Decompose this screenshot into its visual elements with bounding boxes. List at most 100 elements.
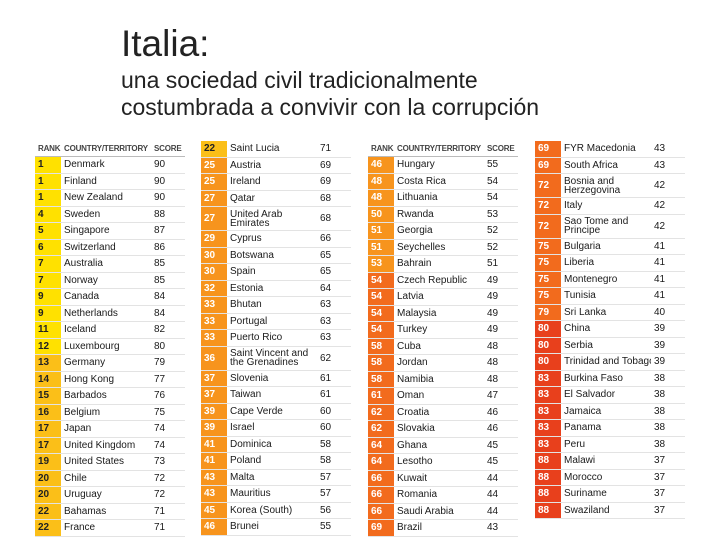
- table-row: 43 Malta 57: [201, 469, 351, 486]
- table-row: 25 Austria 69: [201, 157, 351, 174]
- score-cell: 42: [651, 214, 685, 239]
- score-cell: 71: [151, 519, 185, 537]
- rank-cell: 12: [35, 338, 61, 355]
- title-block: Italia: una sociedad civil tradicionalme…: [121, 24, 539, 121]
- country-cell: Czech Republic: [394, 272, 484, 289]
- score-cell: 58: [317, 452, 351, 470]
- country-cell: Luxembourg: [61, 338, 151, 355]
- table-row: 72 Bosnia and Herzegovina 42: [535, 173, 685, 198]
- table-row: 19 United States 73: [35, 453, 185, 471]
- score-cell: 53: [484, 206, 518, 223]
- country-cell: Bahrain: [394, 255, 484, 273]
- score-cell: 84: [151, 288, 185, 306]
- rank-cell: 11: [35, 321, 61, 339]
- subtitle-line-1: una sociedad civil tradicionalmente: [121, 67, 478, 93]
- rank-cell: 27: [201, 190, 227, 207]
- rank-cell: 53: [368, 255, 394, 273]
- table-row: 1 Denmark 90: [35, 156, 185, 174]
- country-cell: Japan: [61, 420, 151, 438]
- ranking-panel-1: RANK COUNTRY/TERRITORY SCORE 1 Denmark 90 1 Fin…: [35, 141, 185, 537]
- country-cell: Singapore: [61, 222, 151, 240]
- score-cell: 76: [151, 387, 185, 405]
- country-cell: Spain: [227, 263, 317, 281]
- country-cell: El Salvador: [561, 386, 651, 404]
- rank-cell: 1: [35, 173, 61, 190]
- table-row: 12 Luxembourg 80: [35, 338, 185, 355]
- rank-cell: 39: [201, 419, 227, 437]
- score-cell: 62: [317, 346, 351, 371]
- rank-header: RANK: [35, 141, 61, 157]
- rank-cell: 1: [35, 156, 61, 174]
- rank-cell: 69: [535, 141, 561, 158]
- score-cell: 86: [151, 239, 185, 256]
- country-cell: Lesotho: [394, 453, 484, 471]
- score-cell: 51: [484, 255, 518, 273]
- country-cell: Qatar: [227, 190, 317, 207]
- table-row: 37 Taiwan 61: [201, 386, 351, 404]
- rank-cell: 1: [35, 189, 61, 207]
- rank-cell: 58: [368, 354, 394, 372]
- table-row: 54 Latvia 49: [368, 288, 518, 306]
- rank-cell: 54: [368, 272, 394, 289]
- table-row: 25 Ireland 69: [201, 173, 351, 191]
- country-cell: China: [561, 320, 651, 338]
- score-cell: 44: [484, 503, 518, 520]
- rank-cell: 83: [535, 419, 561, 437]
- country-cell: Croatia: [394, 404, 484, 421]
- score-header: SCORE: [484, 141, 518, 157]
- score-cell: 64: [317, 280, 351, 297]
- rank-cell: 75: [535, 238, 561, 255]
- country-cell: Slovenia: [227, 370, 317, 387]
- score-cell: 61: [317, 386, 351, 404]
- rank-cell: 7: [35, 272, 61, 289]
- country-cell: Turkey: [394, 321, 484, 339]
- country-cell: Netherlands: [61, 305, 151, 322]
- ranking-panel-4: 69 FYR Macedonia 43 69 South Africa 43 72 Bosni…: [535, 141, 685, 519]
- rank-cell: 83: [535, 370, 561, 387]
- score-cell: 68: [317, 190, 351, 207]
- rank-cell: 83: [535, 403, 561, 420]
- ranking-table-1: RANK COUNTRY/TERRITORY SCORE 1 Denmark 90 1 Fin…: [35, 141, 185, 537]
- score-cell: 48: [484, 338, 518, 355]
- country-cell: Bosnia and Herzegovina: [561, 173, 651, 198]
- score-cell: 47: [484, 387, 518, 405]
- table-row: 33 Portugal 63: [201, 313, 351, 330]
- country-cell: Peru: [561, 436, 651, 453]
- rank-cell: 20: [35, 470, 61, 487]
- rank-cell: 22: [35, 519, 61, 537]
- country-cell: FYR Macedonia: [561, 141, 651, 158]
- table-row: 83 Panama 38: [535, 419, 685, 437]
- score-cell: 82: [151, 321, 185, 339]
- table-row: 83 Burkina Faso 38: [535, 370, 685, 387]
- rank-cell: 66: [368, 486, 394, 504]
- country-cell: Iceland: [61, 321, 151, 339]
- table-row: 53 Bahrain 51: [368, 255, 518, 273]
- table-row: 75 Tunisia 41: [535, 287, 685, 305]
- rank-cell: 48: [368, 173, 394, 190]
- rank-cell: 58: [368, 338, 394, 355]
- country-header: COUNTRY/TERRITORY: [394, 141, 484, 157]
- table-row: 16 Belgium 75: [35, 404, 185, 421]
- country-cell: Sri Lanka: [561, 304, 651, 321]
- rank-cell: 33: [201, 329, 227, 347]
- country-header: COUNTRY/TERRITORY: [61, 141, 151, 157]
- score-cell: 37: [651, 452, 685, 470]
- country-cell: New Zealand: [61, 189, 151, 207]
- country-cell: Korea (South): [227, 502, 317, 519]
- rank-cell: 9: [35, 288, 61, 306]
- score-cell: 48: [484, 371, 518, 388]
- country-cell: Bhutan: [227, 296, 317, 314]
- table-row: 72 Sao Tome and Principe 42: [535, 214, 685, 239]
- table-row: 36 Saint Vincent and the Grenadines 62: [201, 346, 351, 371]
- table-row: 33 Puerto Rico 63: [201, 329, 351, 347]
- rank-cell: 72: [535, 197, 561, 215]
- rank-cell: 69: [535, 157, 561, 174]
- country-cell: Belgium: [61, 404, 151, 421]
- rank-cell: 29: [201, 230, 227, 248]
- table-row: 79 Sri Lanka 40: [535, 304, 685, 321]
- country-cell: Jamaica: [561, 403, 651, 420]
- table-row: 58 Cuba 48: [368, 338, 518, 355]
- score-cell: 41: [651, 287, 685, 305]
- score-cell: 42: [651, 173, 685, 198]
- score-cell: 46: [484, 404, 518, 421]
